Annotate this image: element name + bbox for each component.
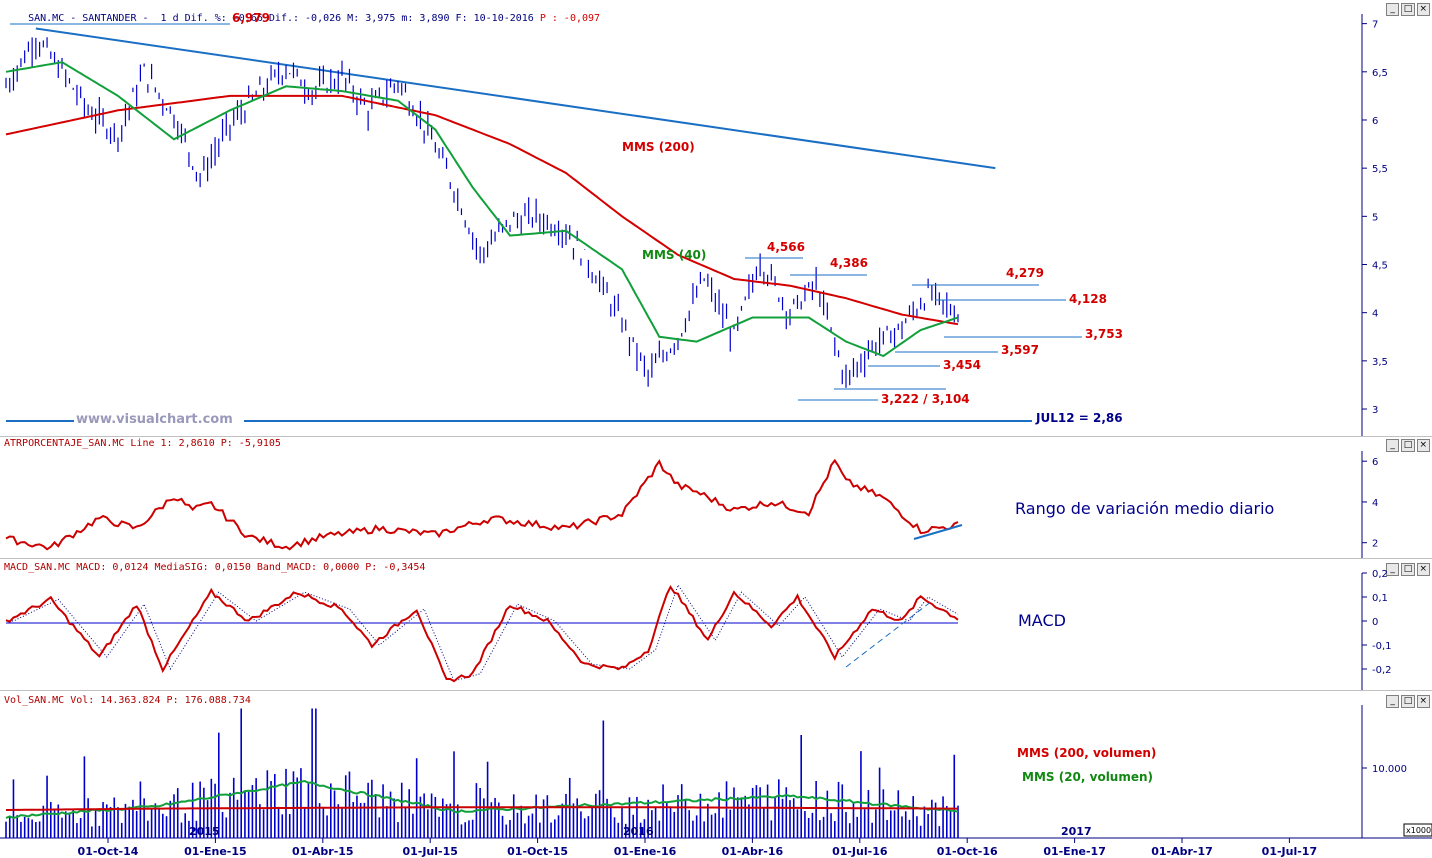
minimize-button[interactable]: _ — [1386, 3, 1400, 16]
close-button[interactable]: × — [1416, 695, 1430, 708]
price-window-buttons: _ □ × — [1386, 3, 1430, 16]
price-ytick-label: 6 — [1372, 116, 1378, 127]
atr-window-buttons: _ □ × — [1386, 439, 1430, 452]
x-tick-label: 01-Abr-17 — [1151, 845, 1213, 858]
price-header-p: P : -0,097 — [533, 13, 601, 24]
price-ytick-label: 3 — [1372, 405, 1378, 416]
year-2017: 2017 — [1061, 825, 1092, 838]
maximize-button[interactable]: □ — [1401, 3, 1415, 16]
trendline-bearish — [35, 27, 996, 170]
macd-ytick-label: -0,1 — [1372, 641, 1392, 652]
mms200-line — [5, 94, 959, 326]
macd-window-buttons: _ □ × — [1386, 563, 1430, 576]
x-tick-label: 01-Abr-16 — [722, 845, 784, 858]
label-vol20: MMS (20, volumen) — [1022, 770, 1153, 784]
atr-caption: Rango de variación medio diario — [1015, 499, 1274, 518]
macd-ytick-label: 0,1 — [1372, 593, 1388, 604]
macd-ytick-label: 0,2 — [1372, 569, 1388, 580]
minimize-button[interactable]: _ — [1386, 439, 1400, 452]
x-tick-label: 01-Jul-15 — [402, 845, 457, 858]
label-4279: 4,279 — [1006, 266, 1044, 280]
price-header-text: SAN.MC - SANTANDER - 1 d Dif. %: -0,66 D… — [28, 13, 534, 24]
x-tick-label: 01-Jul-17 — [1262, 845, 1317, 858]
atr-ytick-label: 6 — [1372, 457, 1378, 468]
x-tick-label: 01-Abr-15 — [292, 845, 354, 858]
x-tick-label: 01-Oct-16 — [937, 845, 998, 858]
x-tick-label: 01-Jul-16 — [832, 845, 888, 858]
label-mms40: MMS (40) — [642, 248, 706, 262]
label-3753: 3,753 — [1085, 327, 1123, 341]
atr-ytick-label: 2 — [1372, 539, 1378, 550]
atr-line — [5, 458, 959, 551]
atr-trendline — [913, 524, 963, 540]
volume-bars — [5, 708, 959, 838]
label-mms200: MMS (200) — [622, 140, 695, 154]
maximize-button[interactable]: □ — [1401, 439, 1415, 452]
close-button[interactable]: × — [1416, 439, 1430, 452]
x-tick-label: 01-Oct-14 — [78, 845, 139, 858]
x-tick-label: 01-Ene-15 — [184, 845, 247, 858]
label-jul12: JUL12 = 2,86 — [1035, 411, 1123, 425]
watermark: www.visualchart.com — [76, 412, 233, 427]
macd-line — [5, 585, 959, 683]
price-header: SAN.MC - SANTANDER - 1 d Dif. %: -0,66 D… — [4, 2, 600, 35]
label-4386: 4,386 — [830, 256, 868, 270]
macd-ytick-label: -0,2 — [1372, 665, 1392, 676]
volume-panel: Vol_SAN.MC Vol: 14.363.824 P: 176.088.73… — [0, 690, 1432, 858]
volume-window-buttons: _ □ × — [1386, 695, 1430, 708]
macd-trendline — [845, 600, 933, 668]
minimize-button[interactable]: _ — [1386, 563, 1400, 576]
macd-chart[interactable]: 0,20,10-0,1-0,2-0,3 MACD — [0, 559, 1432, 691]
price-bars — [5, 37, 959, 388]
price-panel: SAN.MC - SANTANDER - 1 d Dif. %: -0,66 D… — [0, 0, 1432, 436]
price-ytick-label: 5,5 — [1372, 164, 1388, 175]
price-ytick-label: 7 — [1372, 20, 1378, 31]
macd-signal-line — [6, 583, 959, 682]
atr-panel: ATRPORCENTAJE_SAN.MC Line 1: 2,8610 P: -… — [0, 436, 1432, 559]
label-4566: 4,566 — [767, 240, 805, 254]
minimize-button[interactable]: _ — [1386, 695, 1400, 708]
volume-header: Vol_SAN.MC Vol: 14.363.824 P: 176.088.73… — [4, 695, 251, 706]
atr-chart[interactable]: 6 4 2 Rango de variación medio diario — [0, 437, 1432, 559]
vol-ytick-label: 10.000 — [1372, 764, 1407, 775]
macd-panel: MACD_SAN.MC MACD: 0,0124 MediaSIG: 0,015… — [0, 558, 1432, 691]
vol-mms200-line — [6, 806, 958, 811]
price-ytick-label: 6,5 — [1372, 68, 1388, 79]
maximize-button[interactable]: □ — [1401, 563, 1415, 576]
macd-ytick-label: 0 — [1372, 617, 1378, 628]
macd-caption: MACD — [1018, 611, 1066, 630]
year-2015: 2015 — [189, 825, 220, 838]
label-3597: 3,597 — [1001, 343, 1039, 357]
label-6979: 6,979 — [232, 11, 270, 25]
label-vol200: MMS (200, volumen) — [1017, 746, 1156, 760]
label-4128: 4,128 — [1069, 292, 1107, 306]
label-3454: 3,454 — [943, 358, 981, 372]
x-tick-label: 01-Ene-17 — [1043, 845, 1106, 858]
vol-mms20-line — [5, 779, 959, 819]
label-3222: 3,222 / 3,104 — [881, 392, 970, 406]
x-tick-label: 01-Oct-15 — [507, 845, 568, 858]
price-ytick-label: 4,5 — [1372, 261, 1388, 272]
mms40-line — [5, 61, 959, 358]
close-button[interactable]: × — [1416, 3, 1430, 16]
atr-header: ATRPORCENTAJE_SAN.MC Line 1: 2,8610 P: -… — [4, 438, 281, 449]
price-ytick-label: 4 — [1372, 309, 1378, 320]
close-button[interactable]: × — [1416, 563, 1430, 576]
volume-chart[interactable]: 10.000 MMS (200, volumen) MMS (20, volum… — [0, 691, 1432, 858]
price-ytick-label: 3,5 — [1372, 357, 1388, 368]
year-2016: 2016 — [623, 825, 654, 838]
price-ytick-label: 5 — [1372, 212, 1378, 223]
atr-ytick-label: 4 — [1372, 498, 1378, 509]
x-tick-label: 01-Ene-16 — [614, 845, 677, 858]
price-chart[interactable]: 7 6,5 6 5,5 5 4,5 4 3,5 3 6,979 MMS (200) MMS (4… — [0, 0, 1432, 436]
macd-header: MACD_SAN.MC MACD: 0,0124 MediaSIG: 0,015… — [4, 562, 426, 573]
maximize-button[interactable]: □ — [1401, 695, 1415, 708]
